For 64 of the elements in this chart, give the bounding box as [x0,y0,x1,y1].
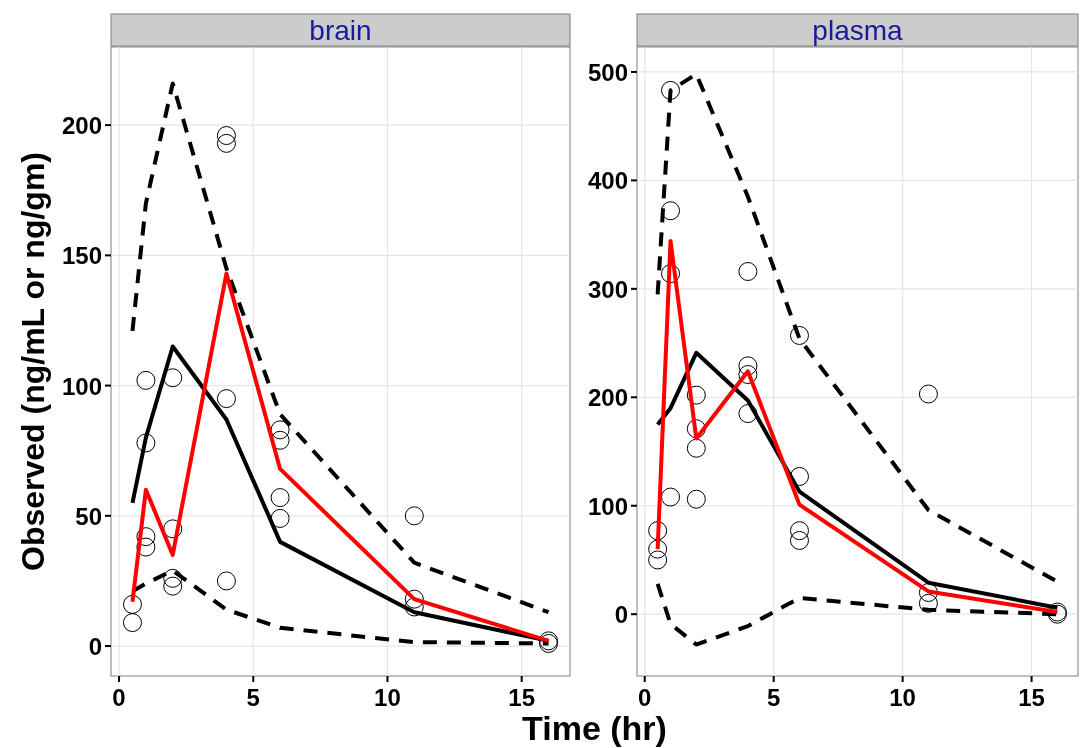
point [918,583,938,602]
point [918,593,938,613]
chart-title: brain [309,15,372,46]
y-tick-label: 500 [587,58,628,86]
point [216,571,236,591]
y-tick-label: 150 [61,242,102,270]
y-tick-label: 50 [75,502,102,530]
point [789,521,809,541]
y-tick-label: 0 [88,633,102,661]
point [686,385,706,405]
line-series [130,81,551,615]
point [686,419,706,439]
y-tick-label: 200 [61,112,102,140]
x-tick-label: 5 [246,684,260,711]
point [404,589,424,609]
x-axis-title: Time (hr) [522,709,667,747]
point [163,576,183,596]
point [136,370,156,390]
point [648,521,668,541]
point [648,539,668,559]
x-tick-label: 15 [508,684,536,711]
point [122,594,142,614]
point [738,261,758,281]
point [163,568,183,588]
y-tick-label: 100 [587,492,628,520]
point [918,384,938,404]
point [648,550,668,570]
point [163,519,183,539]
point [661,264,681,284]
chart-title: plasma [812,15,904,46]
point [270,420,290,440]
point [163,368,183,388]
point [216,389,236,409]
point [136,433,156,453]
point [216,133,236,153]
x-tick-label: 5 [767,684,781,711]
point [738,356,758,376]
point [661,201,681,221]
point [270,488,290,508]
y-tick-label: 300 [587,275,628,303]
point [122,613,142,633]
point [789,325,809,345]
point [738,365,758,385]
x-tick-label: 0 [112,684,126,711]
point [404,506,424,526]
y-tick-label: 400 [587,167,628,195]
x-tick-label: 10 [374,684,401,711]
y-tick-label: 100 [61,372,102,400]
point [136,527,156,547]
point [738,404,758,424]
point [136,537,156,557]
x-tick-label: 0 [638,684,652,711]
x-tick-label: 15 [1018,684,1045,711]
y-tick-label: 200 [587,384,628,412]
point [270,508,290,528]
point [661,487,681,507]
y-axis-title: Observed (ng/mL or ng/gm) [15,152,51,571]
y-tick-label: 0 [614,601,628,629]
point [686,438,706,458]
x-tick-label: 10 [889,684,916,711]
point [216,126,236,146]
point [789,530,809,550]
point [686,489,706,509]
point [661,80,681,100]
